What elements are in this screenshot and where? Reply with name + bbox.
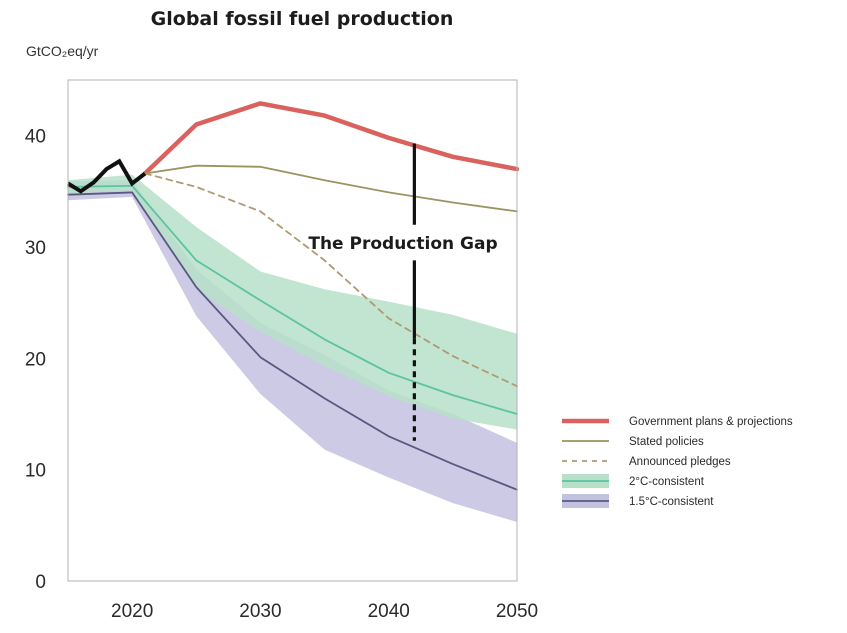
- legend-label: Government plans & projections: [629, 416, 793, 428]
- y-tick-label-40: 40: [25, 127, 46, 148]
- y-tick-label-0: 0: [35, 572, 46, 593]
- x-tick-label-2030: 2030: [239, 601, 281, 622]
- y-tick-label-10: 10: [25, 461, 46, 482]
- x-tick-label-2050: 2050: [496, 601, 538, 622]
- production-gap-label: The Production Gap: [308, 234, 497, 254]
- historical-production-line: [66, 158, 147, 194]
- x-axis-ticks: 2020 2030 2040 2050: [111, 601, 538, 622]
- x-tick-label-2040: 2040: [368, 601, 410, 622]
- legend-label: 2°C-consistent: [629, 476, 705, 488]
- legend-label: Stated policies: [629, 436, 704, 448]
- y-axis-unit: GtCO₂eq/yr: [26, 43, 99, 59]
- y-axis-ticks: 0 10 20 30 40: [25, 127, 46, 593]
- 2c-consistent-line: [67, 184, 518, 415]
- legend-item-1.5c-consistent: 1.5°C-consistent: [562, 494, 714, 508]
- plot-frame: [67, 79, 518, 582]
- stated-policies-line: [144, 164, 518, 213]
- y-tick-label-30: 30: [25, 238, 46, 259]
- 1.5c-consistent-line: [67, 191, 518, 491]
- legend-item-2c-consistent: 2°C-consistent: [562, 474, 705, 488]
- legend-label: 1.5°C-consistent: [629, 496, 714, 508]
- legend-item-announced-pledges: Announced pledges: [562, 456, 731, 468]
- legend-label: Announced pledges: [629, 456, 731, 468]
- legend-item-stated-policies: Stated policies: [562, 436, 704, 448]
- x-tick-label-2020: 2020: [111, 601, 153, 622]
- announced-pledges-line: [144, 172, 518, 388]
- y-tick-label-20: 20: [25, 349, 46, 370]
- series-lines: [66, 101, 520, 491]
- 1.5c-consistent-band: [68, 180, 517, 522]
- chart-title: Global fossil fuel production: [151, 8, 454, 30]
- legend: Government plans & projections Stated pol…: [562, 416, 793, 508]
- legend-item-government-plans-projections: Government plans & projections: [562, 416, 793, 428]
- government-plans-projections-line: [142, 101, 520, 176]
- uncertainty-bands: [68, 174, 517, 522]
- 2c-consistent-band: [68, 174, 517, 430]
